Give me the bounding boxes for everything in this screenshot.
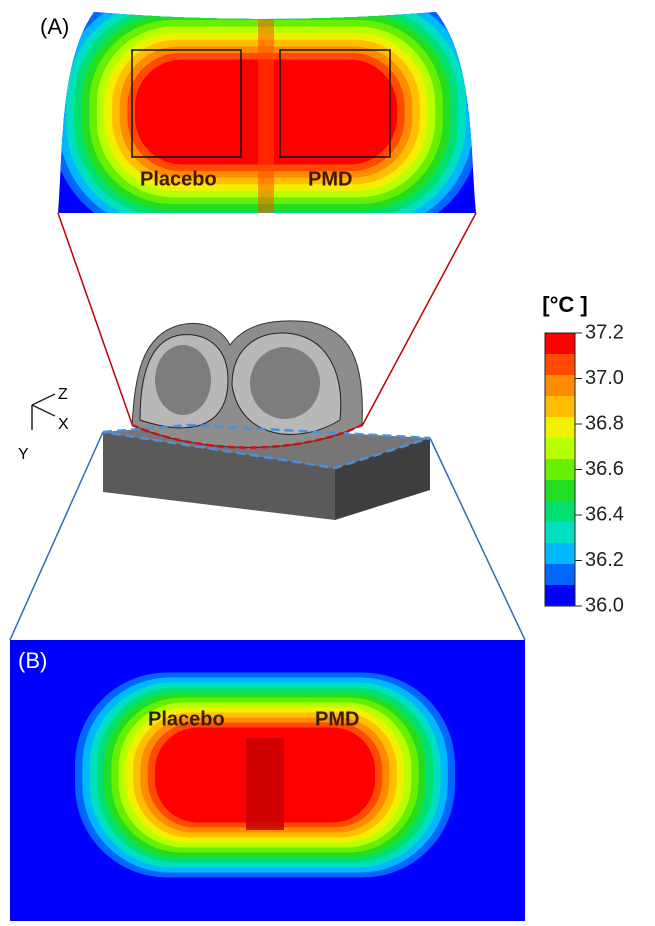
colorbar-band	[545, 354, 575, 376]
axis-arrow	[32, 394, 55, 405]
region-label: Placebo	[140, 168, 217, 190]
colorbar-band	[545, 480, 575, 502]
colorbar-tick-label: 36.8	[585, 412, 624, 434]
model-3d	[103, 321, 430, 520]
panel-label: (A)	[40, 14, 69, 39]
axis-label: X	[58, 416, 69, 433]
colorbar-band	[545, 501, 575, 523]
page: Z X Y (A) Placebo PMD (B) Placebo PMD [°…	[0, 0, 655, 921]
contact-strip	[246, 738, 284, 830]
panel-label: (B)	[18, 648, 47, 673]
colorbar-tick-label: 37.0	[585, 367, 624, 389]
colorbar-band	[545, 438, 575, 460]
colorbar-tick-label: 36.0	[585, 594, 624, 616]
axis-label: Y	[18, 446, 29, 463]
colorbar-band	[545, 564, 575, 586]
colorbar-band	[545, 417, 575, 439]
colorbar-band	[545, 459, 575, 481]
section-core	[250, 347, 320, 419]
zoom-line	[362, 213, 476, 426]
axis-label: Z	[58, 386, 68, 403]
colorbar-band	[545, 333, 575, 355]
colorbar-band	[545, 375, 575, 397]
axis-arrow	[32, 405, 55, 416]
colorbar: 36.0 36.2 36.4 36.6 36.8 37.0 37.2	[545, 321, 624, 616]
colorbar-band	[545, 585, 575, 607]
colorbar-tick-label: 36.6	[585, 458, 624, 480]
zoom-line	[58, 213, 132, 424]
colorbar-tick-label: 37.2	[585, 321, 624, 343]
region-label: Placebo	[148, 708, 225, 730]
axis-triad	[32, 394, 55, 430]
colorbar-tick-label: 36.2	[585, 549, 624, 571]
colorbar-title: [°C ]	[542, 292, 587, 317]
figure: Z X Y (A) Placebo PMD (B) Placebo PMD [°…	[0, 0, 655, 921]
zoom-line	[430, 438, 525, 640]
colorbar-band	[545, 543, 575, 565]
colorbar-band	[545, 396, 575, 418]
region-label: PMD	[315, 708, 359, 730]
region-label: PMD	[308, 168, 352, 190]
colorbar-tick-label: 36.4	[585, 503, 624, 525]
colorbar-band	[545, 522, 575, 544]
section-core	[155, 345, 211, 415]
crease	[258, 10, 274, 215]
